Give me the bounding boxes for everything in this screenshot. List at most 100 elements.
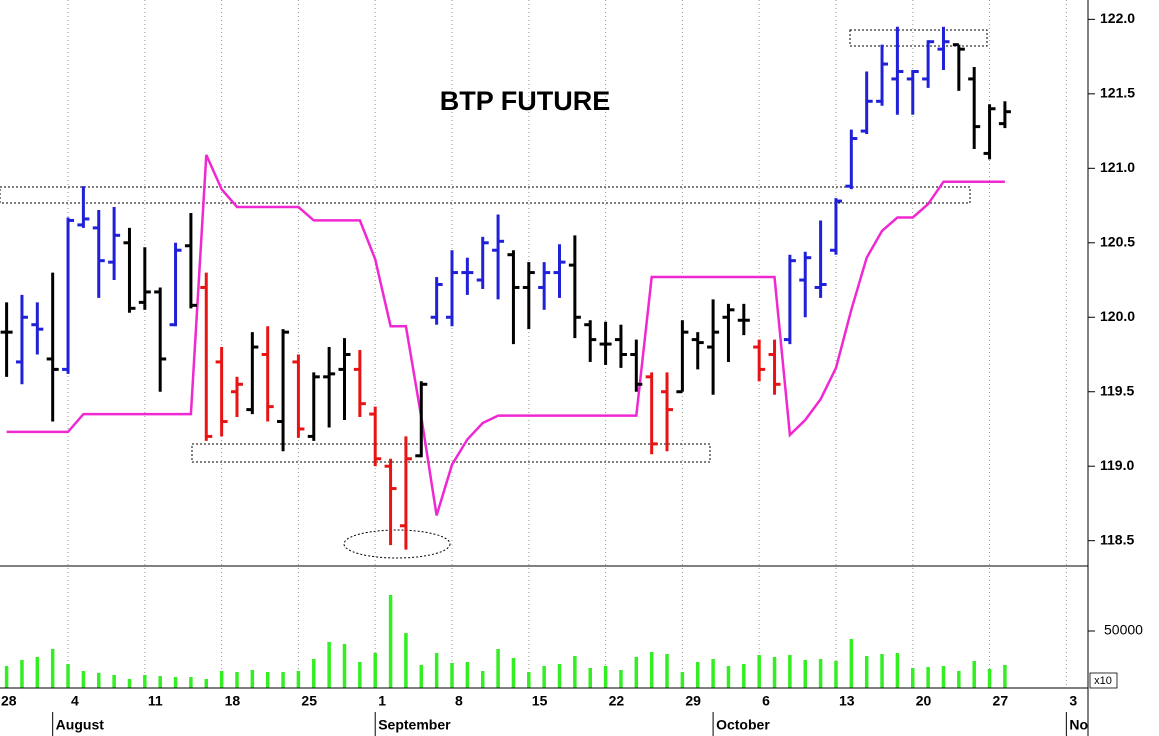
x-tick-label: 28	[1, 693, 17, 709]
volume-bar	[112, 675, 116, 688]
plot	[0, 26, 1011, 688]
stop-line	[6, 154, 1005, 516]
low-ellipse	[343, 529, 451, 559]
volume-bar	[527, 672, 531, 688]
unit-box	[1089, 672, 1118, 689]
volume-bar	[603, 665, 608, 688]
y-tick-label: 121.5	[1100, 85, 1135, 101]
x-tick-label: 13	[839, 693, 855, 709]
y-tick-label: 122.0	[1100, 10, 1135, 26]
month-label: October	[716, 717, 770, 733]
x-tick-label: 27	[993, 693, 1009, 709]
volume-bar	[1003, 664, 1007, 688]
x-tick-label: 15	[532, 693, 548, 709]
volume-bar	[20, 659, 24, 688]
volume-bar	[388, 594, 393, 688]
volume-bar	[281, 672, 285, 688]
volume-bar	[573, 655, 577, 688]
volume-bar	[895, 652, 900, 688]
volume-bar	[127, 678, 132, 688]
x-tick-label: 4	[71, 693, 79, 709]
volume-bar	[81, 671, 86, 688]
y-tick-label: 119.5	[1100, 382, 1134, 398]
x-tick-label: 25	[301, 693, 317, 709]
volume-bar	[496, 649, 500, 688]
x-tick-label: 3	[1069, 693, 1077, 709]
volume-bar	[711, 659, 715, 688]
volume-bar	[542, 665, 546, 688]
volume-bar	[818, 659, 823, 688]
x-tick-label: 22	[609, 693, 625, 709]
volume-bar	[665, 654, 669, 688]
volume-bar	[557, 663, 562, 688]
volume-bar	[404, 633, 408, 688]
resistance-box	[0, 186, 971, 204]
volume-bar	[480, 671, 485, 688]
volume-bar	[941, 665, 946, 688]
y-tick-label: 50000	[1104, 622, 1143, 638]
volume-bar	[742, 663, 746, 688]
x-tick-label: 11	[148, 693, 163, 709]
volume-bar	[327, 641, 331, 688]
volume-bar	[173, 677, 178, 688]
volume-bar	[680, 672, 685, 688]
y-tick-label: 121.0	[1100, 159, 1135, 175]
volume-unit: x10	[1094, 675, 1112, 687]
month-label: August	[56, 717, 105, 733]
volume-bar	[158, 676, 162, 688]
volume-bar	[726, 665, 731, 688]
volume-bar	[834, 660, 838, 688]
volume-bar	[649, 651, 654, 688]
volume-bar	[634, 656, 639, 688]
month-label: September	[378, 717, 451, 733]
volume-bar	[312, 659, 316, 688]
volume-bar	[864, 655, 869, 688]
volume-bar	[97, 672, 101, 688]
y-tick-label: 120.5	[1100, 233, 1135, 249]
y-tick-label: 120.0	[1100, 308, 1135, 324]
volume-bar	[987, 668, 992, 688]
chart-title: BTP FUTURE	[440, 86, 611, 116]
volume-bar	[880, 654, 884, 688]
volume-bar	[450, 663, 454, 688]
volume-bar	[373, 652, 377, 688]
volume-bar	[143, 675, 147, 688]
y-tick-label: 119.0	[1100, 457, 1134, 473]
volume-bar	[757, 655, 761, 688]
volume-bar	[465, 662, 470, 688]
y-tick-label: 118.5	[1100, 531, 1134, 547]
volume-bar	[434, 652, 439, 688]
axes: 118.5 119.0 119.5 120.0 120.5 121.0 121.5 122.0…	[1088, 10, 1143, 638]
top-box	[849, 29, 988, 47]
volume-bar	[788, 655, 792, 688]
x-tick-label: 18	[225, 693, 241, 709]
volume-bar	[972, 660, 976, 688]
volume-bar	[235, 672, 239, 688]
volume-bar	[849, 638, 854, 688]
volume-bar	[189, 677, 193, 688]
x-tick-label: 6	[762, 693, 770, 709]
volume-bar	[619, 669, 623, 688]
x-tick-label: 8	[455, 693, 463, 709]
volume-bar	[296, 671, 301, 688]
volume-bar	[50, 649, 55, 688]
volume-bar	[911, 668, 915, 688]
volume-bar	[35, 656, 40, 688]
volume-bar	[250, 669, 255, 688]
volume-bar	[204, 678, 209, 688]
volume-bar	[511, 658, 516, 688]
volume-bar	[219, 671, 224, 688]
volume-bar	[926, 667, 930, 688]
volume-bar	[358, 662, 362, 688]
volume-bar	[957, 671, 961, 688]
volume-bar	[803, 659, 807, 688]
volume-bar	[265, 672, 270, 688]
x-tick-label: 20	[916, 693, 932, 709]
volume-bar	[4, 665, 9, 688]
volume-bar	[588, 668, 592, 688]
volume-bar	[419, 664, 424, 688]
volume-bar	[695, 662, 700, 688]
x-tick-label: 1	[378, 693, 386, 709]
